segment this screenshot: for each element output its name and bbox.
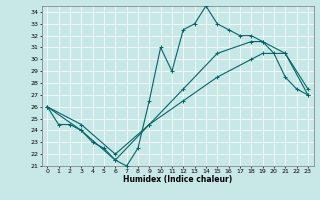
X-axis label: Humidex (Indice chaleur): Humidex (Indice chaleur): [123, 175, 232, 184]
